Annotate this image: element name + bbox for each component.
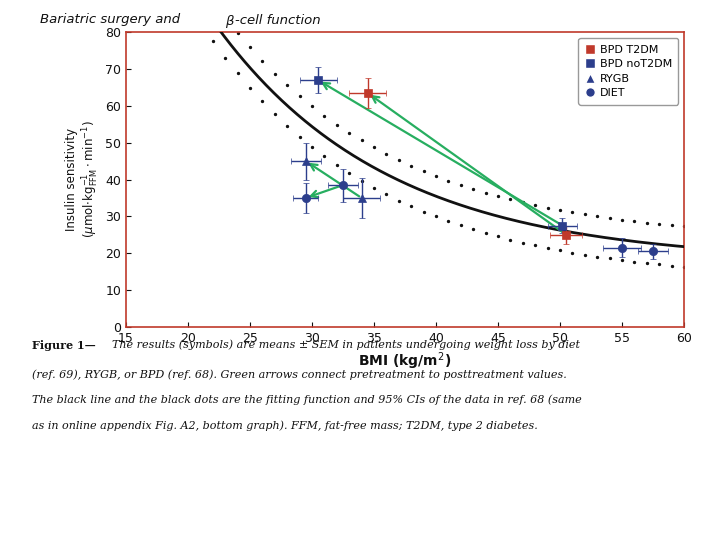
Text: (ref. 69), RYGB, or BPD (ref. 68). Green arrows connect pretreatment to posttrea: (ref. 69), RYGB, or BPD (ref. 68). Green…: [32, 369, 567, 380]
Text: -cell function: -cell function: [235, 14, 320, 26]
Text: Ferrannini E, Mingrone G. Impact of different bariatric surgical procedures on i: Ferrannini E, Mingrone G. Impact of diff…: [51, 467, 669, 482]
X-axis label: BMI (kg/m$^2$): BMI (kg/m$^2$): [359, 350, 451, 372]
Y-axis label: Insulin sensitivity
($\mu$mol$\cdot$kg$_{\mathregular{FFM}}^{-1}\cdot$min$^{-1}$: Insulin sensitivity ($\mu$mol$\cdot$kg$_…: [65, 121, 101, 238]
Text: The results (symbols) are means ± SEM in patients undergoing weight loss by diet: The results (symbols) are means ± SEM in…: [112, 340, 580, 350]
Text: The black line and the black dots are the fitting function and 95% CIs of the da: The black line and the black dots are th…: [32, 395, 582, 405]
Legend: BPD T2DM, BPD noT2DM, RYGB, DIET: BPD T2DM, BPD noT2DM, RYGB, DIET: [578, 38, 678, 105]
Text: Figure 1—: Figure 1—: [32, 340, 96, 351]
Text: $\beta$: $\beta$: [225, 14, 235, 30]
Text: as in online appendix Fig. A2, bottom graph). FFM, fat-free mass; T2DM, type 2 d: as in online appendix Fig. A2, bottom gr…: [32, 420, 538, 430]
Text: action and beta-cell function in type 2 diabetes. Diabetes Care. 2009 Mar;32(3):: action and beta-cell function in type 2 …: [37, 503, 683, 518]
Text: Bariatric surgery and: Bariatric surgery and: [40, 14, 184, 26]
